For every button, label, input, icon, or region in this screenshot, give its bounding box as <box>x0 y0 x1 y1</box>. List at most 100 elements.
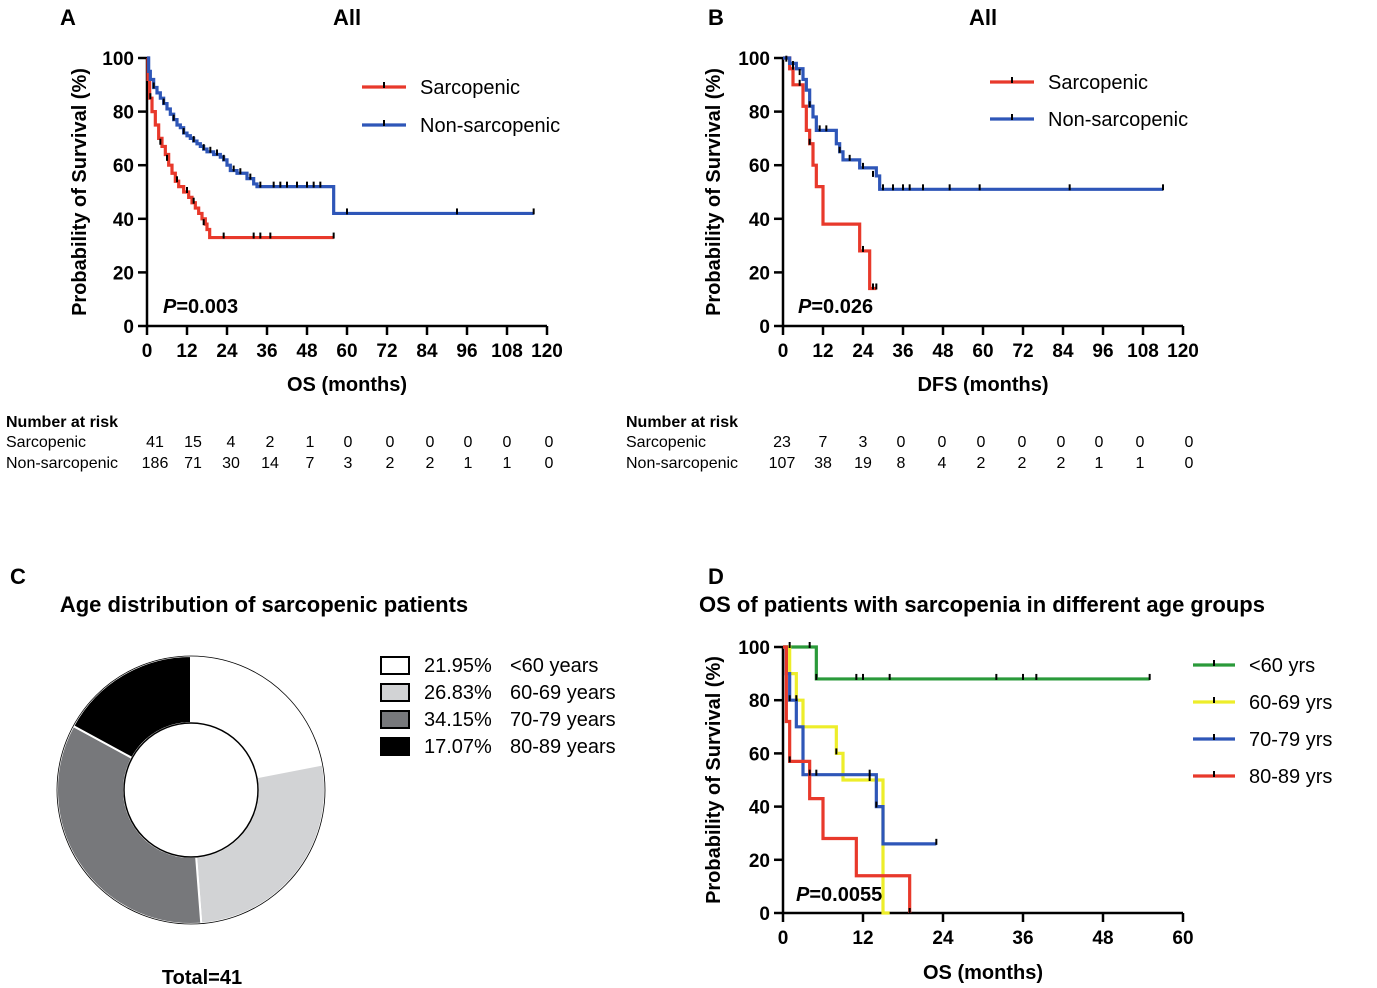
risk-table-title: Number at risk <box>626 414 738 431</box>
x-tick-label: 96 <box>456 341 477 362</box>
risk-cell: 4 <box>227 434 236 451</box>
risk-cell: 14 <box>261 455 279 472</box>
risk-cell: 0 <box>1185 434 1194 451</box>
donut-outline <box>56 655 326 925</box>
y-axis-label: Probability of Survival (%) <box>703 656 725 904</box>
x-tick-label: 72 <box>1012 341 1033 362</box>
x-tick-label: 0 <box>778 928 789 949</box>
legend-label: 60-69 yrs <box>1249 692 1332 714</box>
risk-cell: 23 <box>773 434 791 451</box>
x-tick-label: 24 <box>852 341 874 362</box>
risk-cell: 0 <box>1095 434 1104 451</box>
x-tick-label: 36 <box>1012 928 1033 949</box>
legend-label: 60-69 years <box>510 682 616 704</box>
risk-cell: 2 <box>266 434 275 451</box>
risk-table-rows: Sarcopenic 23 7 3 0 0 0 0 0 0 0 0 Non-sarcopenic 107 3… <box>626 434 1194 472</box>
legend: Sarcopenic Non-sarcopenic <box>990 72 1188 131</box>
y-tick-label: 80 <box>113 103 134 124</box>
risk-cell: 15 <box>184 434 202 451</box>
risk-cell: 107 <box>769 455 796 472</box>
x-tick-label: 36 <box>892 341 913 362</box>
risk-cell: 0 <box>1185 455 1194 472</box>
y-tick-label: 100 <box>102 49 134 70</box>
y-ticks: 0 20 40 60 80 100 <box>738 49 783 338</box>
panel-letter-d: D <box>708 564 724 589</box>
y-ticks: 0 20 40 60 80 100 <box>102 49 147 338</box>
censor-marks <box>149 82 535 239</box>
risk-cell: 1 <box>1095 455 1104 472</box>
x-axis-label: DFS (months) <box>917 374 1048 396</box>
x-ticks: 0 12 24 36 48 60 72 84 96 108 120 <box>142 326 563 362</box>
risk-cell: 0 <box>1136 434 1145 451</box>
series-line-2 <box>783 56 1163 191</box>
x-tick-label: 0 <box>142 341 153 362</box>
risk-cell: 2 <box>1057 455 1066 472</box>
censor-marks <box>788 642 1151 914</box>
y-tick-label: 0 <box>759 904 770 925</box>
y-tick-label: 40 <box>749 210 770 231</box>
legend-swatch <box>380 737 410 756</box>
risk-cell: 0 <box>503 434 512 451</box>
series-line-4 <box>783 645 912 913</box>
legend-label: 70-79 years <box>510 709 616 731</box>
x-tick-label: 0 <box>778 341 789 362</box>
panel-letter-c: C <box>10 564 26 589</box>
y-axis-label: Probability of Survival (%) <box>69 68 91 316</box>
risk-cell: 30 <box>222 455 240 472</box>
risk-table: Number at risk Sarcopenic 41 15 4 2 1 0 0 0 0 0 0 No… <box>6 414 554 472</box>
risk-cell: 0 <box>1057 434 1066 451</box>
y-tick-label: 20 <box>749 851 770 872</box>
y-tick-label: 100 <box>738 638 770 659</box>
risk-row-label: Non-sarcopenic <box>6 455 118 472</box>
legend-swatch <box>380 710 410 729</box>
donut-hole <box>123 722 259 858</box>
risk-cell: 2 <box>386 455 395 472</box>
y-tick-label: 20 <box>113 263 134 284</box>
x-tick-label: 36 <box>256 341 277 362</box>
x-axis-label: OS (months) <box>287 374 407 396</box>
chart-title: Age distribution of sarcopenic patients <box>60 592 468 617</box>
y-tick-label: 0 <box>123 317 134 338</box>
legend-label: Sarcopenic <box>420 77 520 99</box>
p-value: P=0.0055 <box>796 884 882 906</box>
y-ticks: 0 20 40 60 80 100 <box>738 638 783 925</box>
risk-row-label: Non-sarcopenic <box>626 455 738 472</box>
donut <box>56 654 326 925</box>
risk-table-rows: Sarcopenic 41 15 4 2 1 0 0 0 0 0 0 Non-sarcopenic 186… <box>6 434 554 472</box>
risk-row-label: Sarcopenic <box>626 434 706 451</box>
risk-cell: 1 <box>464 455 473 472</box>
y-tick-label: 40 <box>113 210 134 231</box>
risk-cell: 186 <box>142 455 169 472</box>
risk-cell: 3 <box>859 434 868 451</box>
y-tick-label: 80 <box>749 103 770 124</box>
x-tick-label: 12 <box>812 341 833 362</box>
risk-cell: 1 <box>503 455 512 472</box>
legend-swatch <box>380 656 410 675</box>
x-tick-label: 48 <box>296 341 317 362</box>
x-tick-label: 60 <box>1172 928 1193 949</box>
y-tick-label: 40 <box>749 798 770 819</box>
risk-cell: 0 <box>897 434 906 451</box>
risk-cell: 41 <box>146 434 164 451</box>
legend-label: <60 yrs <box>1249 655 1315 677</box>
censor-marks <box>785 55 1164 290</box>
x-tick-label: 108 <box>1127 341 1159 362</box>
chart-title: All <box>333 5 361 30</box>
risk-cell: 8 <box>897 455 906 472</box>
legend-percent: 34.15% <box>424 709 492 731</box>
legend: <60 yrs 60-69 yrs 70-79 yrs 80-89 yrs <box>1193 655 1332 788</box>
x-tick-label: 12 <box>176 341 197 362</box>
x-tick-label: 84 <box>1052 341 1074 362</box>
x-axis-label: OS (months) <box>923 962 1043 984</box>
legend-label: 80-89 yrs <box>1249 766 1332 788</box>
legend-label: Non-sarcopenic <box>420 115 560 137</box>
x-tick-label: 96 <box>1092 341 1113 362</box>
series-line-3 <box>783 645 937 846</box>
series-line-2 <box>783 645 890 915</box>
legend-label: 80-89 years <box>510 736 616 758</box>
risk-cell: 38 <box>814 455 832 472</box>
risk-cell: 7 <box>819 434 828 451</box>
x-tick-label: 48 <box>932 341 953 362</box>
panel-letter-a: A <box>60 5 76 30</box>
donut-total: Total=41 <box>162 967 242 988</box>
